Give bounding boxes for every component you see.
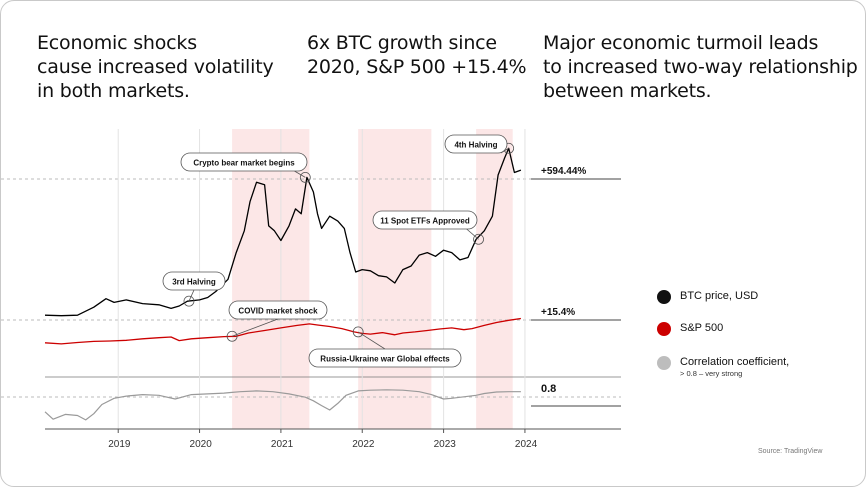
x-tick-label-2019: 2019 (108, 439, 131, 450)
end-label-btc: +594.44% (541, 166, 586, 177)
legend-item-btc: BTC price, USD (657, 290, 758, 304)
end-label-sp500: +15.4% (541, 307, 575, 318)
callout-label-1: 3rd Halving (172, 278, 216, 287)
series-line-sp500 (44, 317, 521, 345)
callout-leader-2 (231, 318, 279, 337)
callout-label-4: Russia-Ukraine war Global effects (320, 355, 450, 364)
source-note: Source: TradingView (758, 448, 823, 455)
headline-growth: 6x BTC growth since 2020, S&P 500 +15.4% (307, 32, 527, 78)
headline-relationship: Major economic turmoil leads to increase… (543, 32, 858, 102)
callout-box-4 (308, 348, 462, 368)
legend-item-sp500: S&P 500 (657, 322, 723, 336)
x-tick-label-2020: 2020 (190, 439, 213, 450)
x-tick-label-2024: 2024 (515, 439, 538, 450)
end-label-correlation: 0.8 (541, 383, 556, 395)
shaded-period-2 (358, 129, 432, 429)
callout-marker-1 (183, 295, 195, 307)
legend-sublabel-correlation: > 0.8 – very strong (680, 369, 743, 378)
callout-box-2 (228, 300, 328, 320)
shaded-period-1 (232, 129, 310, 429)
callout-box-3 (180, 152, 308, 172)
x-tick-label-2022: 2022 (352, 439, 375, 450)
callout-box-5 (372, 210, 478, 230)
callout-leader-5 (466, 228, 479, 240)
callout-box-6 (444, 134, 508, 154)
x-tick-label-2023: 2023 (434, 439, 457, 450)
legend-label-correlation: Correlation coefficient, (680, 356, 790, 368)
series-line-btc (44, 147, 522, 317)
legend-label-sp500: S&P 500 (680, 322, 724, 334)
series-line-correlation (44, 389, 521, 421)
callout-label-2: COVID market shock (238, 307, 318, 316)
callout-marker-2 (226, 330, 238, 342)
legend-dot-sp500 (657, 322, 671, 336)
callout-label-3: Crypto bear market begins (193, 159, 295, 168)
callout-leader-1 (188, 289, 195, 302)
callout-label-6: 4th Halving (454, 141, 497, 150)
callout-box-1 (162, 271, 226, 291)
legend-dot-correlation (657, 356, 671, 370)
callout-marker-4 (352, 326, 364, 338)
headline-volatility: Economic shocks cause increased volatili… (37, 32, 274, 102)
callout-marker-3 (299, 171, 311, 183)
shaded-period-3 (476, 129, 513, 429)
callout-leader-3 (294, 170, 306, 178)
legend-dot-btc (657, 290, 671, 304)
callout-marker-5 (473, 233, 484, 245)
x-tick-label-2021: 2021 (271, 439, 294, 450)
legend-label-btc: BTC price, USD (680, 290, 759, 302)
callout-label-5: 11 Spot ETFs Approved (380, 217, 470, 226)
legend-item-correlation: Correlation coefficient, > 0.8 – very st… (657, 356, 789, 378)
